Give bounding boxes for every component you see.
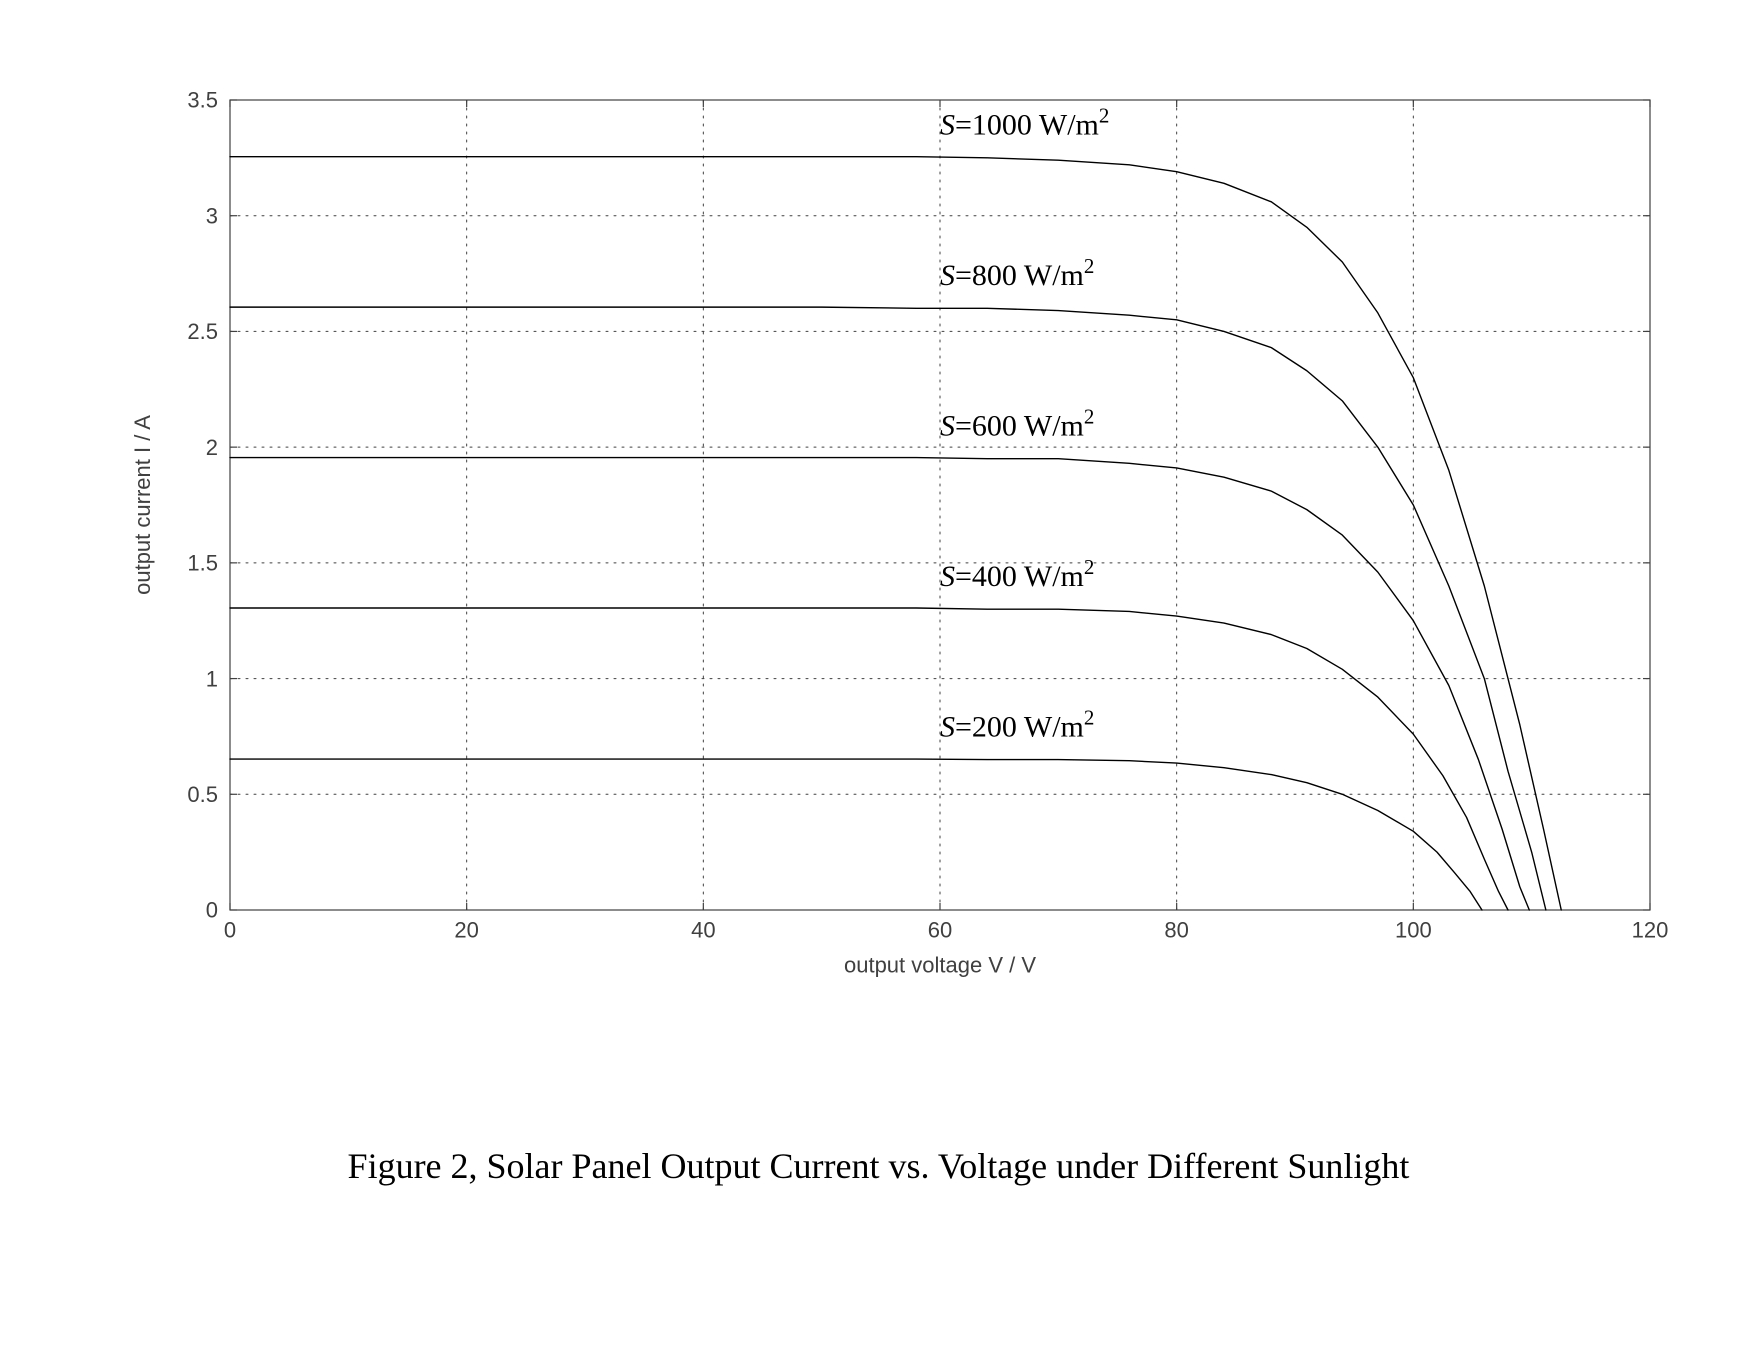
svg-text:2.5: 2.5 (187, 319, 218, 344)
svg-text:80: 80 (1164, 918, 1188, 943)
svg-text:output voltage V / V: output voltage V / V (844, 953, 1036, 978)
svg-text:output current I / A: output current I / A (130, 415, 155, 595)
svg-text:S=800 W/m2: S=800 W/m2 (940, 254, 1094, 292)
svg-text:S=400 W/m2: S=400 W/m2 (940, 555, 1094, 593)
svg-text:60: 60 (928, 918, 952, 943)
svg-text:0: 0 (206, 898, 218, 923)
figure-container: 0 20 40 60 80 100 120 0 0.5 1 1.5 2 2.5 3 3.5 output vo… (0, 0, 1757, 1368)
svg-text:S=600 W/m2: S=600 W/m2 (940, 405, 1094, 443)
svg-text:40: 40 (691, 918, 715, 943)
svg-text:0.5: 0.5 (187, 782, 218, 807)
figure-caption: Figure 2, Solar Panel Output Current vs.… (0, 1145, 1757, 1187)
svg-text:1: 1 (206, 666, 218, 691)
svg-text:100: 100 (1395, 918, 1432, 943)
svg-text:1.5: 1.5 (187, 551, 218, 576)
svg-text:120: 120 (1632, 918, 1669, 943)
svg-text:3.5: 3.5 (187, 88, 218, 113)
svg-text:2: 2 (206, 435, 218, 460)
svg-text:3: 3 (206, 203, 218, 228)
svg-text:S=1000 W/m2: S=1000 W/m2 (940, 104, 1109, 142)
svg-text:0: 0 (224, 918, 236, 943)
svg-text:20: 20 (454, 918, 478, 943)
svg-text:S=200 W/m2: S=200 W/m2 (940, 705, 1094, 743)
